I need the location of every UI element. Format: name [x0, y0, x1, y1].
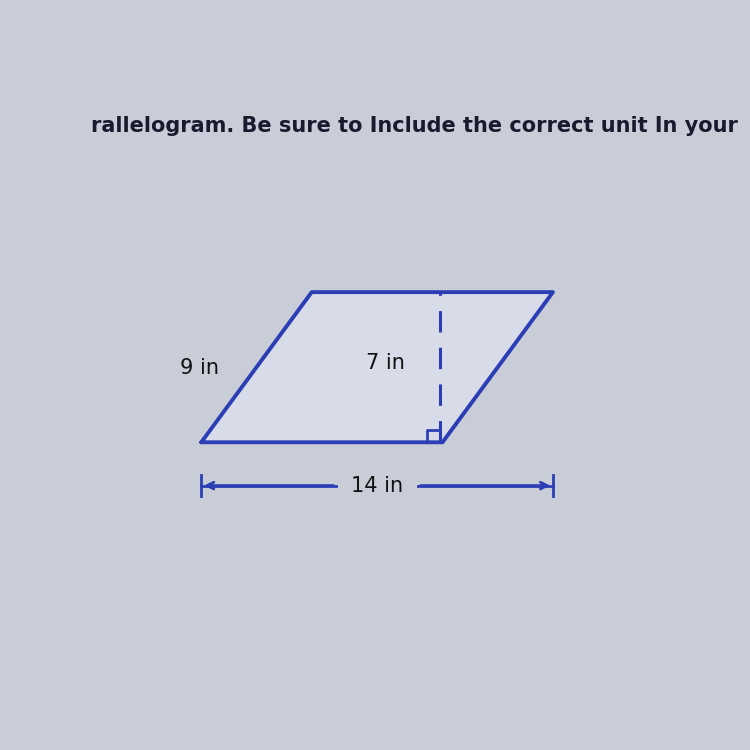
Text: rallelogram. Be sure to Include the correct unit In your: rallelogram. Be sure to Include the corr… — [91, 116, 738, 136]
Text: 7 in: 7 in — [366, 352, 405, 373]
Text: 9 in: 9 in — [180, 358, 219, 378]
Polygon shape — [201, 292, 553, 442]
Text: 14 in: 14 in — [351, 476, 404, 496]
